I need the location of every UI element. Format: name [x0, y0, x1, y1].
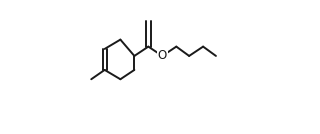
Text: O: O	[158, 49, 167, 62]
